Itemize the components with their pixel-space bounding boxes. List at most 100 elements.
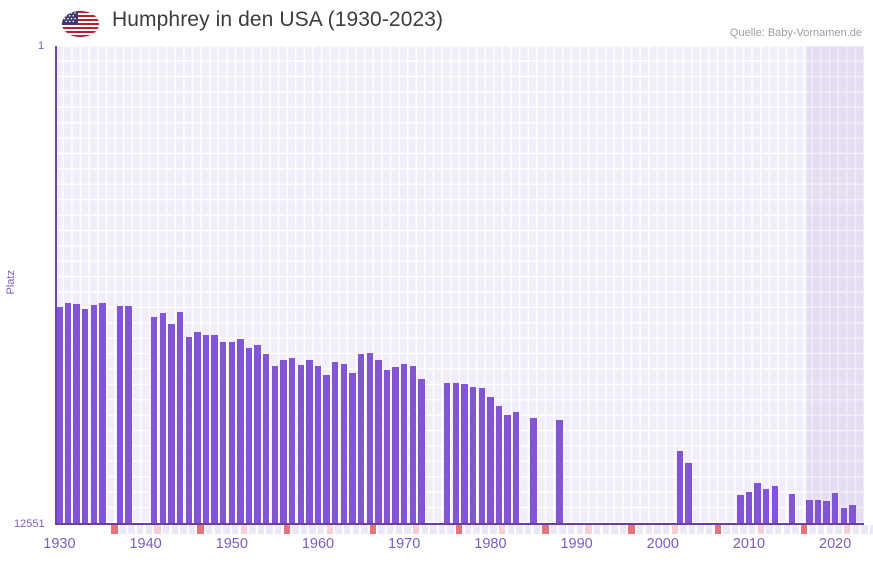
bar[interactable] [771,486,779,525]
bar[interactable] [788,494,796,525]
bar[interactable] [452,383,460,525]
x-tick [516,525,523,534]
x-tick [188,525,196,534]
x-tick [387,525,394,534]
x-tick-major [800,525,808,534]
bar[interactable] [194,332,201,525]
bar[interactable] [263,354,270,525]
bar[interactable] [237,339,244,525]
x-tick [171,525,178,534]
bar[interactable] [168,324,175,525]
bar[interactable] [56,307,63,525]
bar[interactable] [297,365,304,525]
plot-shaded-region [807,46,864,525]
bar[interactable] [401,364,408,525]
x-tick [128,525,135,534]
bar[interactable] [823,501,830,525]
bar[interactable] [513,412,520,525]
bar[interactable] [99,303,106,525]
bar[interactable] [349,373,356,525]
bar[interactable] [151,317,158,525]
x-tick [749,525,756,534]
x-tick [852,525,859,534]
bar[interactable] [392,367,399,525]
bar[interactable] [814,500,822,525]
x-axis-label: 2010 [732,536,766,552]
bar[interactable] [461,384,468,525]
bar[interactable] [409,366,416,525]
bar[interactable] [754,483,761,525]
bar[interactable] [495,406,503,525]
bar[interactable] [125,306,132,525]
bar[interactable] [228,342,235,525]
bar[interactable] [478,388,485,525]
x-tick-minor [757,525,765,534]
x-tick [421,525,428,534]
bar[interactable] [556,420,563,525]
x-tick [343,525,351,534]
bar[interactable] [357,354,365,525]
bar[interactable] [332,362,339,525]
x-tick [119,525,127,534]
bar[interactable] [806,500,813,525]
bar[interactable] [211,335,218,525]
x-axis-labels: 1930 1940 1950 1960 1970 1980 1990 2000 2010 2020 [0,536,873,564]
x-tick [378,525,385,534]
bar[interactable] [219,342,227,525]
x-tick [137,525,144,534]
bar[interactable] [90,305,98,525]
bar[interactable] [685,463,692,525]
bar[interactable] [676,451,684,525]
x-tick [395,525,403,534]
x-tick [481,525,489,534]
bar[interactable] [737,495,744,525]
bar[interactable] [271,366,279,525]
bar[interactable] [73,304,80,525]
bar[interactable] [254,345,261,525]
x-axis-label: 1990 [560,536,593,552]
bar[interactable] [314,366,322,525]
x-tick [611,525,618,534]
x-axis-label: 1970 [388,536,421,552]
bar[interactable] [306,360,313,525]
x-tick-major [456,525,463,534]
bar[interactable] [849,505,856,525]
x-tick [292,525,299,534]
bar[interactable] [418,379,425,525]
bar[interactable] [763,489,770,525]
x-tick [231,525,239,534]
bar[interactable] [82,309,89,525]
bar[interactable] [383,370,391,525]
chart-header: Humphrey in den USA (1930-2023) Quelle: … [0,0,873,48]
x-tick [447,525,454,534]
bar[interactable] [840,508,847,525]
bar[interactable] [832,493,839,525]
x-tick [818,525,825,534]
bar[interactable] [116,306,123,525]
bar[interactable] [530,418,537,525]
bar[interactable] [323,375,330,525]
x-axis-label: 1980 [474,536,507,552]
x-tick-major [369,525,377,534]
bar[interactable] [469,387,477,525]
bar[interactable] [444,383,451,525]
bar[interactable] [745,492,753,525]
bar[interactable] [288,358,296,525]
bar[interactable] [375,360,382,525]
bar[interactable] [504,415,511,525]
bar[interactable] [64,303,72,525]
bar[interactable] [202,335,210,525]
bar[interactable] [159,313,167,525]
bar[interactable] [176,312,184,525]
chart-title: Humphrey in den USA (1930-2023) [112,8,444,31]
bar[interactable] [366,353,373,525]
x-tick-major [714,525,721,534]
bar[interactable] [280,360,287,525]
x-tick-minor [154,525,161,534]
x-axis-label: 1940 [129,536,162,552]
bar[interactable] [487,397,494,525]
x-tick [180,525,187,534]
bar[interactable] [185,337,192,525]
bar[interactable] [245,348,253,525]
bar[interactable] [340,364,348,525]
